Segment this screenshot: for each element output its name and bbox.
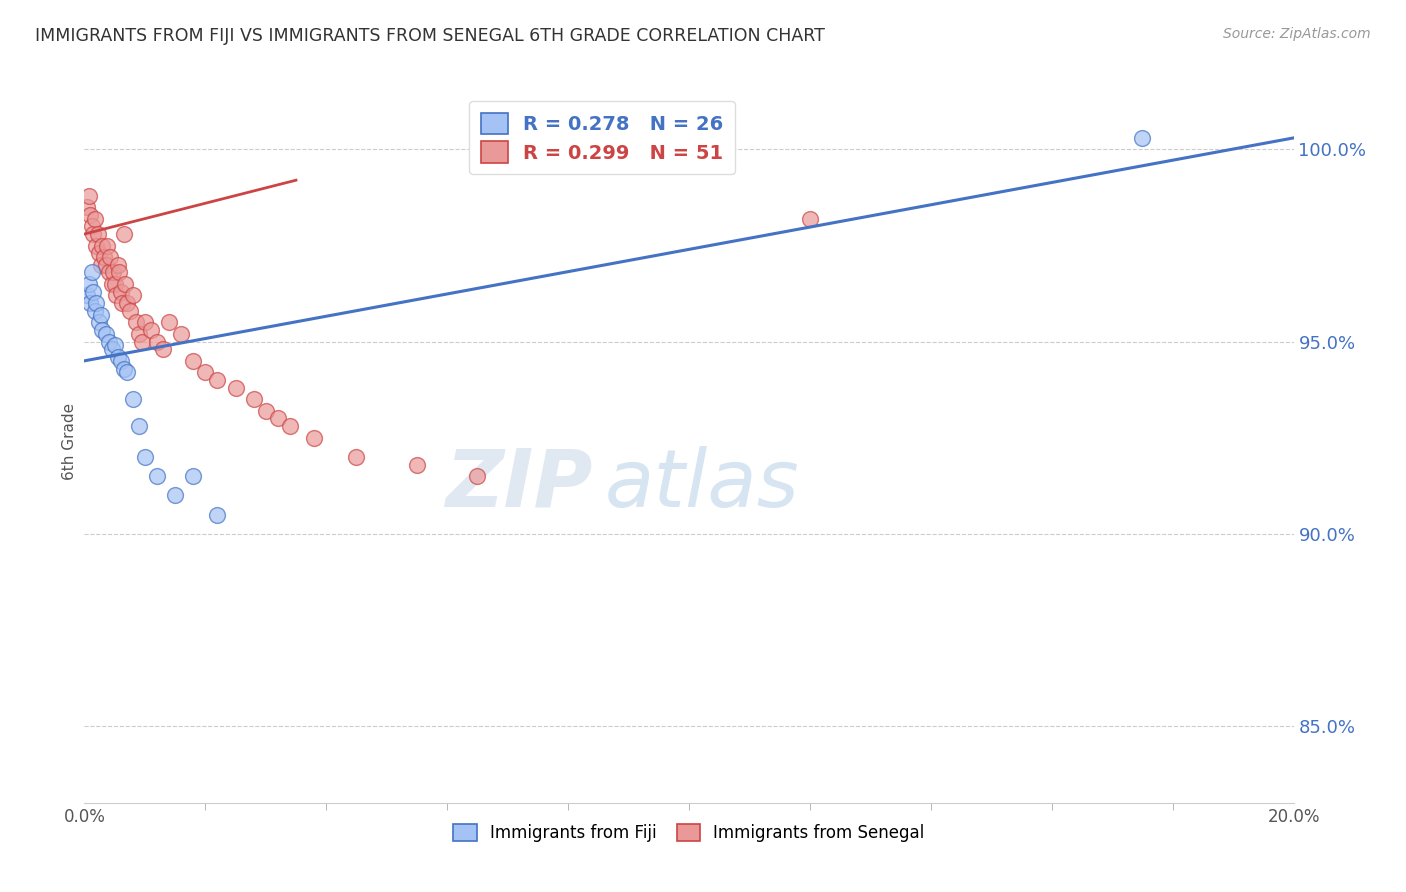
Point <box>110 354 132 368</box>
Point <box>80 265 103 279</box>
Point <box>97 265 120 279</box>
Point <box>181 354 204 368</box>
Point <box>112 361 135 376</box>
Point <box>84 304 107 318</box>
Point <box>84 211 107 226</box>
Point <box>107 258 129 272</box>
Point <box>86 296 108 310</box>
Point <box>111 296 134 310</box>
Point <box>86 227 108 241</box>
Point <box>90 258 112 272</box>
Point <box>225 381 247 395</box>
Point <box>118 304 141 318</box>
Point <box>134 450 156 464</box>
Point <box>112 227 135 241</box>
Point <box>86 238 108 252</box>
Point <box>104 338 127 352</box>
Point <box>98 250 121 264</box>
Point <box>346 450 368 464</box>
Text: IMMIGRANTS FROM FIJI VS IMMIGRANTS FROM SENEGAL 6TH GRADE CORRELATION CHART: IMMIGRANTS FROM FIJI VS IMMIGRANTS FROM … <box>35 27 825 45</box>
Point <box>104 288 127 302</box>
Point <box>93 250 115 264</box>
Point <box>152 343 174 357</box>
Point <box>157 315 180 329</box>
Text: atlas: atlas <box>605 446 799 524</box>
Point <box>121 288 143 302</box>
Point <box>94 326 117 341</box>
Point <box>77 277 100 291</box>
Point <box>134 315 156 329</box>
Point <box>104 277 127 291</box>
Point <box>302 431 325 445</box>
Point <box>82 285 104 299</box>
Point <box>1132 131 1154 145</box>
Point <box>103 265 125 279</box>
Text: Source: ZipAtlas.com: Source: ZipAtlas.com <box>1223 27 1371 41</box>
Point <box>139 323 162 337</box>
Point <box>94 258 117 272</box>
Point <box>77 188 100 202</box>
Point <box>406 458 429 472</box>
Point <box>131 334 153 349</box>
Point <box>207 508 229 522</box>
Point <box>121 392 143 407</box>
Point <box>115 296 138 310</box>
Point <box>79 296 101 310</box>
Point <box>107 350 129 364</box>
Point <box>165 488 187 502</box>
Point <box>181 469 204 483</box>
Point <box>91 323 114 337</box>
Point <box>100 277 122 291</box>
Point <box>89 315 111 329</box>
Point <box>76 200 98 214</box>
Point <box>110 285 132 299</box>
Point <box>254 404 277 418</box>
Point <box>207 373 229 387</box>
Point <box>146 334 169 349</box>
Point <box>114 277 136 291</box>
Point <box>194 365 217 379</box>
Point <box>125 315 148 329</box>
Point <box>170 326 193 341</box>
Text: ZIP: ZIP <box>444 446 592 524</box>
Point <box>79 208 101 222</box>
Point <box>97 334 120 349</box>
Legend: Immigrants from Fiji, Immigrants from Senegal: Immigrants from Fiji, Immigrants from Se… <box>447 817 931 848</box>
Point <box>799 211 821 226</box>
Point <box>267 411 290 425</box>
Point <box>89 246 111 260</box>
Point <box>80 219 103 234</box>
Point <box>76 288 98 302</box>
Point <box>115 365 138 379</box>
Point <box>91 238 114 252</box>
Point <box>278 419 301 434</box>
Point <box>100 343 122 357</box>
Point <box>128 419 150 434</box>
Point <box>146 469 169 483</box>
Point <box>128 326 150 341</box>
Point <box>96 238 118 252</box>
Point <box>90 308 112 322</box>
Point <box>242 392 264 407</box>
Point <box>82 227 104 241</box>
Point <box>108 265 131 279</box>
Y-axis label: 6th Grade: 6th Grade <box>62 403 77 480</box>
Point <box>467 469 489 483</box>
